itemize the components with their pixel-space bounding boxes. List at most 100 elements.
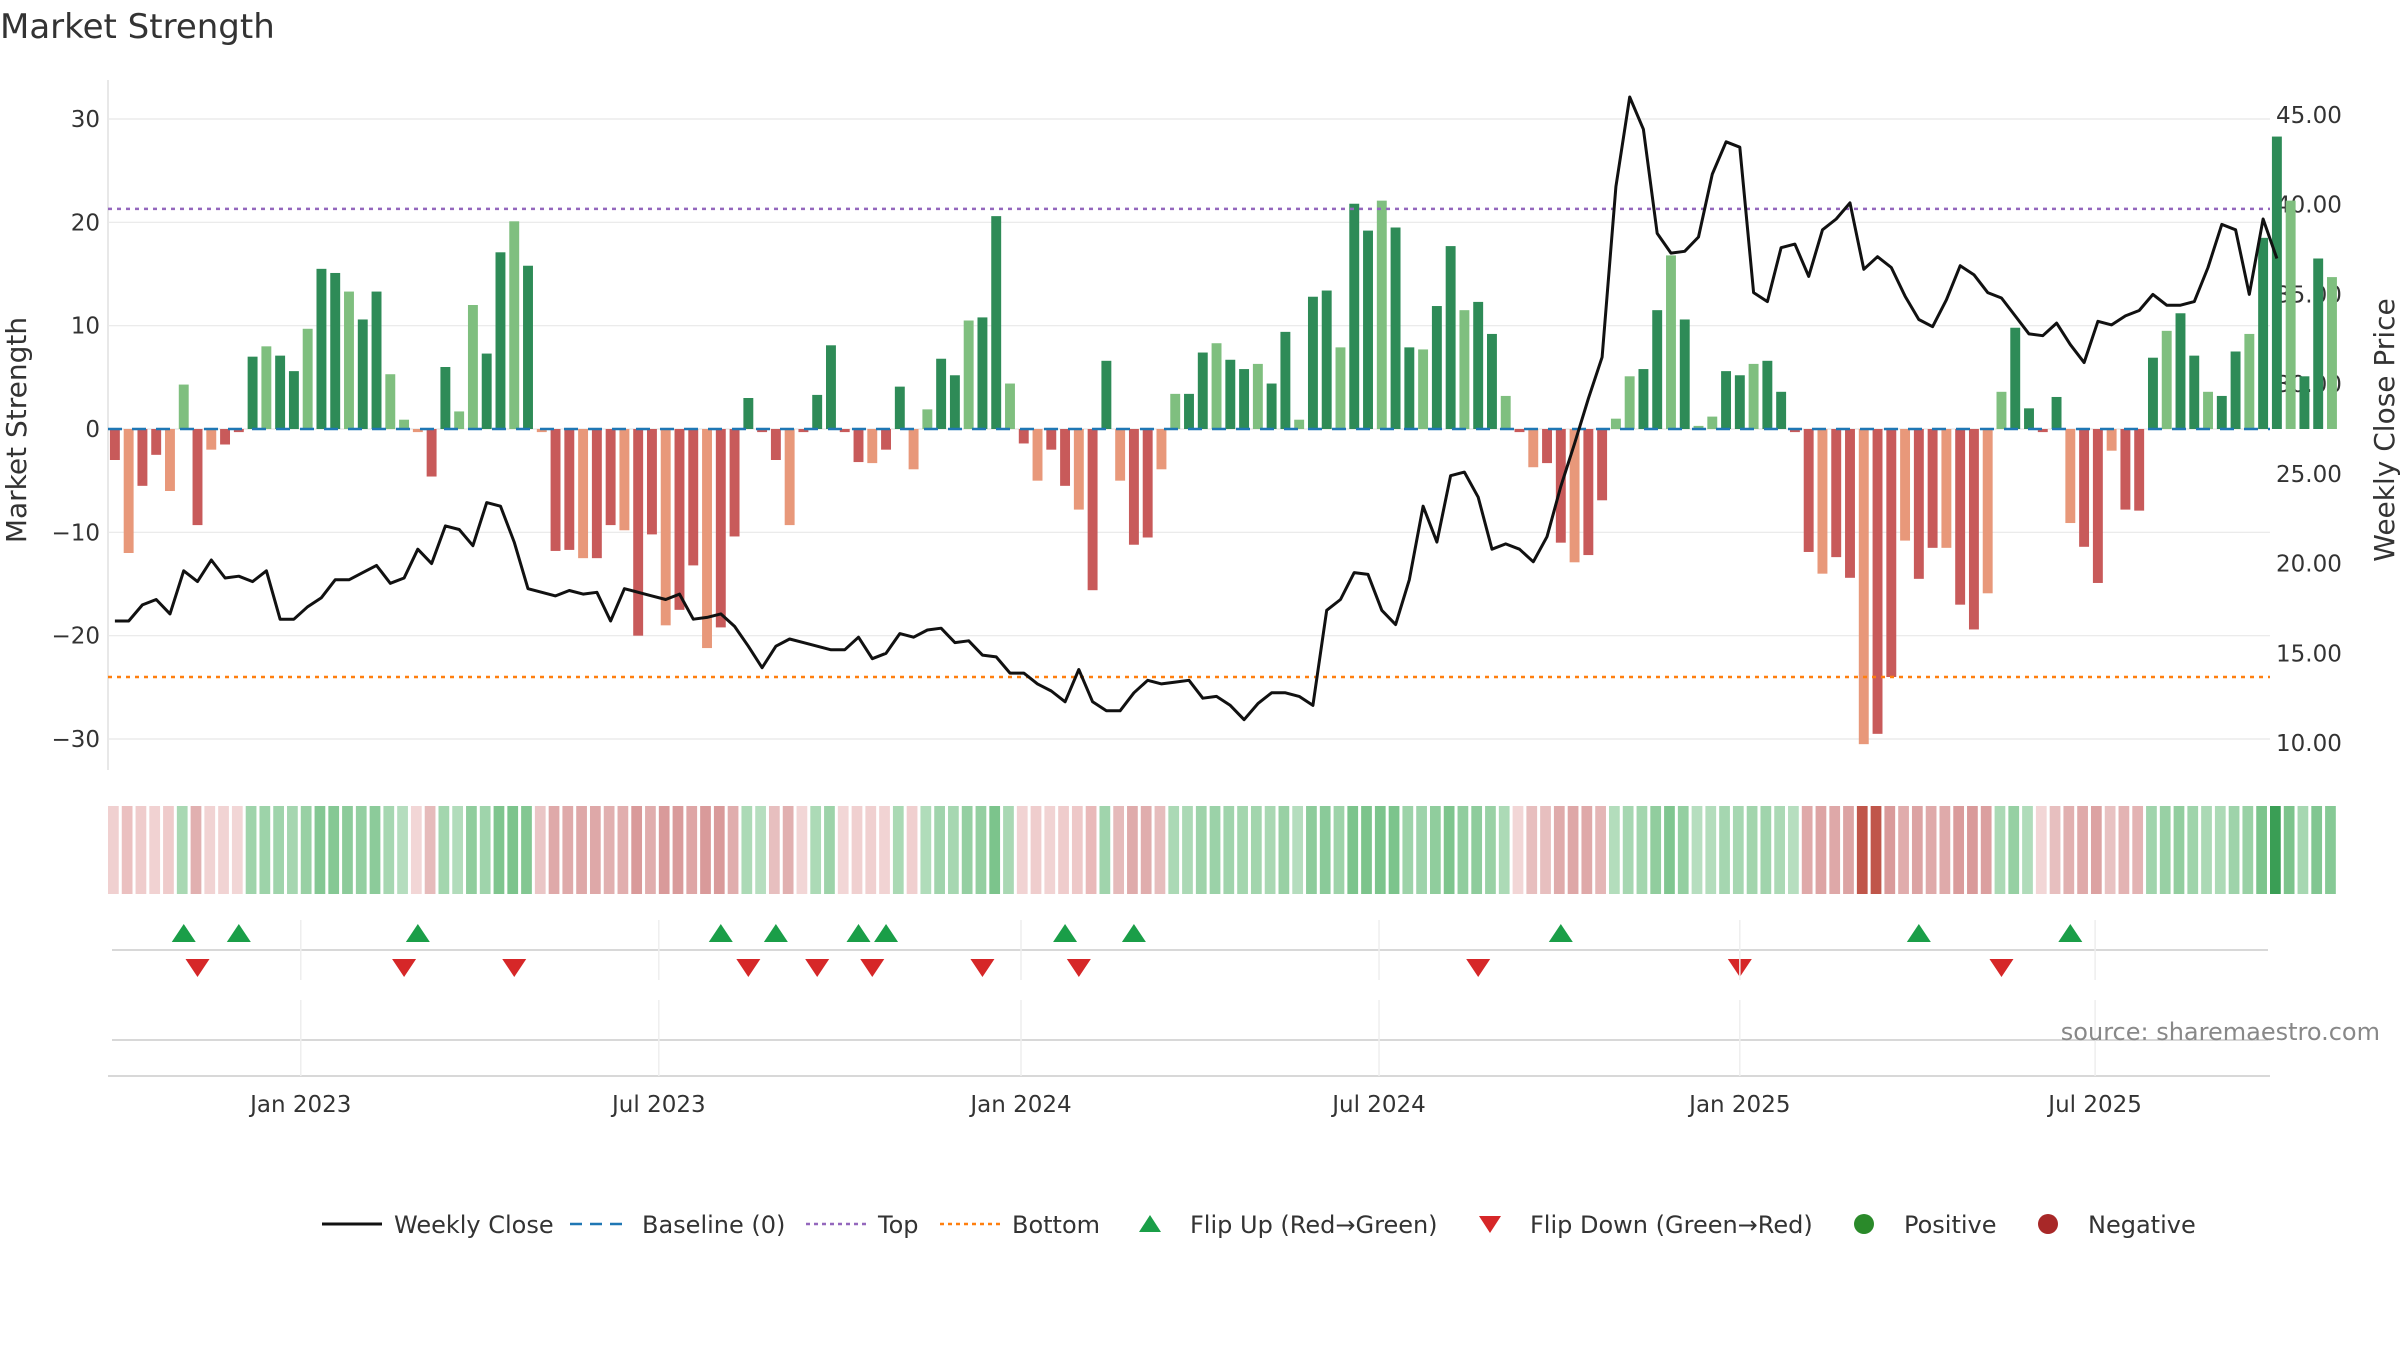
left-tick-label: −30 xyxy=(51,727,100,753)
strength-bar xyxy=(2203,391,2213,429)
regime-cell xyxy=(562,806,574,894)
x-tick-label: Jul 2025 xyxy=(2046,1092,2142,1118)
strength-bar xyxy=(729,429,740,537)
strength-bar xyxy=(2189,355,2200,429)
regime-cell xyxy=(824,806,835,894)
regime-cell xyxy=(1567,806,1579,894)
strength-bar xyxy=(412,429,423,433)
regime-cell xyxy=(1967,806,1978,894)
regime-cell xyxy=(231,806,243,894)
regime-cell xyxy=(1374,806,1386,894)
strength-bar xyxy=(1473,301,1484,429)
strength-bar xyxy=(853,429,864,463)
strength-bar xyxy=(123,429,134,553)
regime-cell xyxy=(273,806,284,894)
flip-down-marker xyxy=(1066,959,1091,977)
regime-cell xyxy=(2270,806,2281,894)
regime-cell xyxy=(1443,806,1455,894)
regime-cell xyxy=(1250,806,1262,894)
left-tick-label: 0 xyxy=(85,417,100,443)
strength-bar xyxy=(1101,360,1112,429)
regime-cell xyxy=(2201,806,2212,894)
regime-cell xyxy=(259,806,271,894)
strength-bar xyxy=(1803,429,1814,552)
right-tick-label: 45.00 xyxy=(2276,103,2342,129)
regime-cell xyxy=(1402,806,1414,894)
regime-cell xyxy=(617,806,629,894)
flip-up-marker xyxy=(2058,924,2083,942)
regime-cell xyxy=(121,806,133,894)
strength-bar xyxy=(1321,290,1332,429)
strength-bar xyxy=(1046,429,1057,450)
left-tick-label: 30 xyxy=(71,107,100,133)
regime-cell xyxy=(879,806,890,894)
regime-cell xyxy=(1774,806,1785,894)
strength-bar xyxy=(702,429,712,649)
regime-cell xyxy=(1416,806,1427,894)
strength-bar xyxy=(495,252,506,429)
regime-cell xyxy=(204,806,216,894)
regime-cell xyxy=(645,806,656,894)
strength-bar xyxy=(1060,429,1071,486)
strength-bar xyxy=(894,386,905,429)
legend-label: Weekly Close xyxy=(394,1211,554,1239)
flip-up-marker xyxy=(405,924,430,942)
regime-cell xyxy=(355,806,367,894)
regime-cell xyxy=(961,806,973,894)
regime-cell xyxy=(1856,806,1868,894)
strength-bar xyxy=(743,398,754,429)
regime-cell xyxy=(507,806,519,894)
regime-cell xyxy=(369,806,381,894)
strength-bar xyxy=(2092,429,2103,583)
legend-label: Bottom xyxy=(1012,1211,1100,1239)
strength-bar xyxy=(812,394,823,429)
legend-label: Baseline (0) xyxy=(642,1211,785,1239)
strength-bar xyxy=(399,419,410,429)
strength-bar xyxy=(1789,429,1800,433)
regime-cell xyxy=(163,806,174,894)
regime-cell xyxy=(672,806,684,894)
regime-cell xyxy=(2311,806,2323,894)
regime-cell xyxy=(989,806,1001,894)
regime-cell xyxy=(796,806,808,894)
regime-cell xyxy=(1457,806,1469,894)
regime-cell xyxy=(2022,806,2033,894)
strength-bar xyxy=(1142,429,1153,538)
regime-cell xyxy=(1154,806,1166,894)
x-tick-label: Jan 2024 xyxy=(968,1092,1071,1118)
strength-bar xyxy=(2216,395,2227,429)
strength-bar xyxy=(1610,418,1621,429)
strength-bar xyxy=(1032,429,1043,481)
strength-bar xyxy=(357,319,368,429)
regime-cell xyxy=(1292,806,1304,894)
regime-cell xyxy=(1609,806,1620,894)
strength-bar xyxy=(1528,429,1539,468)
strength-bar xyxy=(1872,429,1883,734)
regime-cell xyxy=(851,806,863,894)
regime-cell xyxy=(2159,806,2171,894)
regime-cell xyxy=(1650,806,1662,894)
strength-bar xyxy=(1349,203,1360,429)
regime-cell xyxy=(452,806,464,894)
regime-cell xyxy=(534,806,546,894)
flip-up-marker xyxy=(226,924,251,942)
strength-bar xyxy=(619,429,630,531)
strength-bar xyxy=(1569,429,1580,563)
regime-cell xyxy=(1760,806,1772,894)
strength-bar xyxy=(1762,360,1773,429)
legend-swatch xyxy=(1139,1215,1161,1232)
strength-bar xyxy=(2010,327,2021,429)
strength-bar xyxy=(1624,376,1635,429)
strength-bar xyxy=(757,429,768,433)
regime-cell xyxy=(149,806,161,894)
regime-cell xyxy=(1788,806,1799,894)
regime-cell xyxy=(2146,806,2157,894)
regime-cell xyxy=(727,806,739,894)
left-tick-label: −20 xyxy=(51,624,100,650)
strength-bar xyxy=(2175,313,2186,429)
regime-cell xyxy=(782,806,794,894)
regime-cell xyxy=(1512,806,1524,894)
regime-cell xyxy=(2090,806,2102,894)
strength-bar xyxy=(1707,416,1718,429)
regime-cell xyxy=(135,806,147,894)
